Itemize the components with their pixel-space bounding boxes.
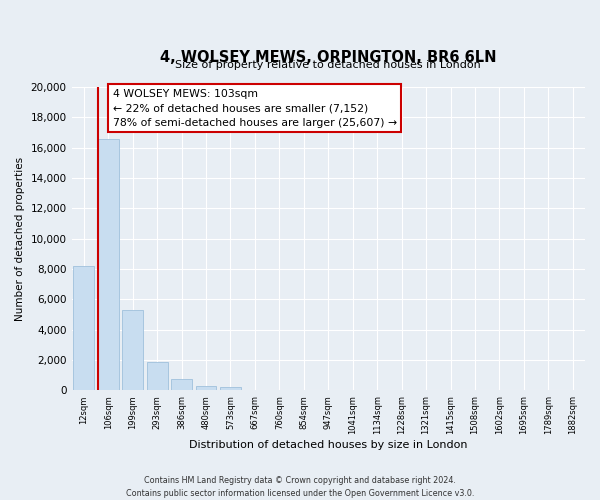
- Text: Contains HM Land Registry data © Crown copyright and database right 2024.
Contai: Contains HM Land Registry data © Crown c…: [126, 476, 474, 498]
- Bar: [122, 310, 143, 390]
- Bar: [196, 386, 217, 390]
- Bar: [73, 266, 94, 390]
- Bar: [171, 379, 192, 390]
- Text: Size of property relative to detached houses in London: Size of property relative to detached ho…: [175, 60, 481, 70]
- Y-axis label: Number of detached properties: Number of detached properties: [15, 156, 25, 321]
- Bar: [220, 387, 241, 390]
- X-axis label: Distribution of detached houses by size in London: Distribution of detached houses by size …: [189, 440, 467, 450]
- Bar: [98, 138, 119, 390]
- Title: 4, WOLSEY MEWS, ORPINGTON, BR6 6LN: 4, WOLSEY MEWS, ORPINGTON, BR6 6LN: [160, 50, 497, 65]
- Bar: [147, 362, 167, 390]
- Text: 4 WOLSEY MEWS: 103sqm
← 22% of detached houses are smaller (7,152)
78% of semi-d: 4 WOLSEY MEWS: 103sqm ← 22% of detached …: [113, 88, 397, 128]
